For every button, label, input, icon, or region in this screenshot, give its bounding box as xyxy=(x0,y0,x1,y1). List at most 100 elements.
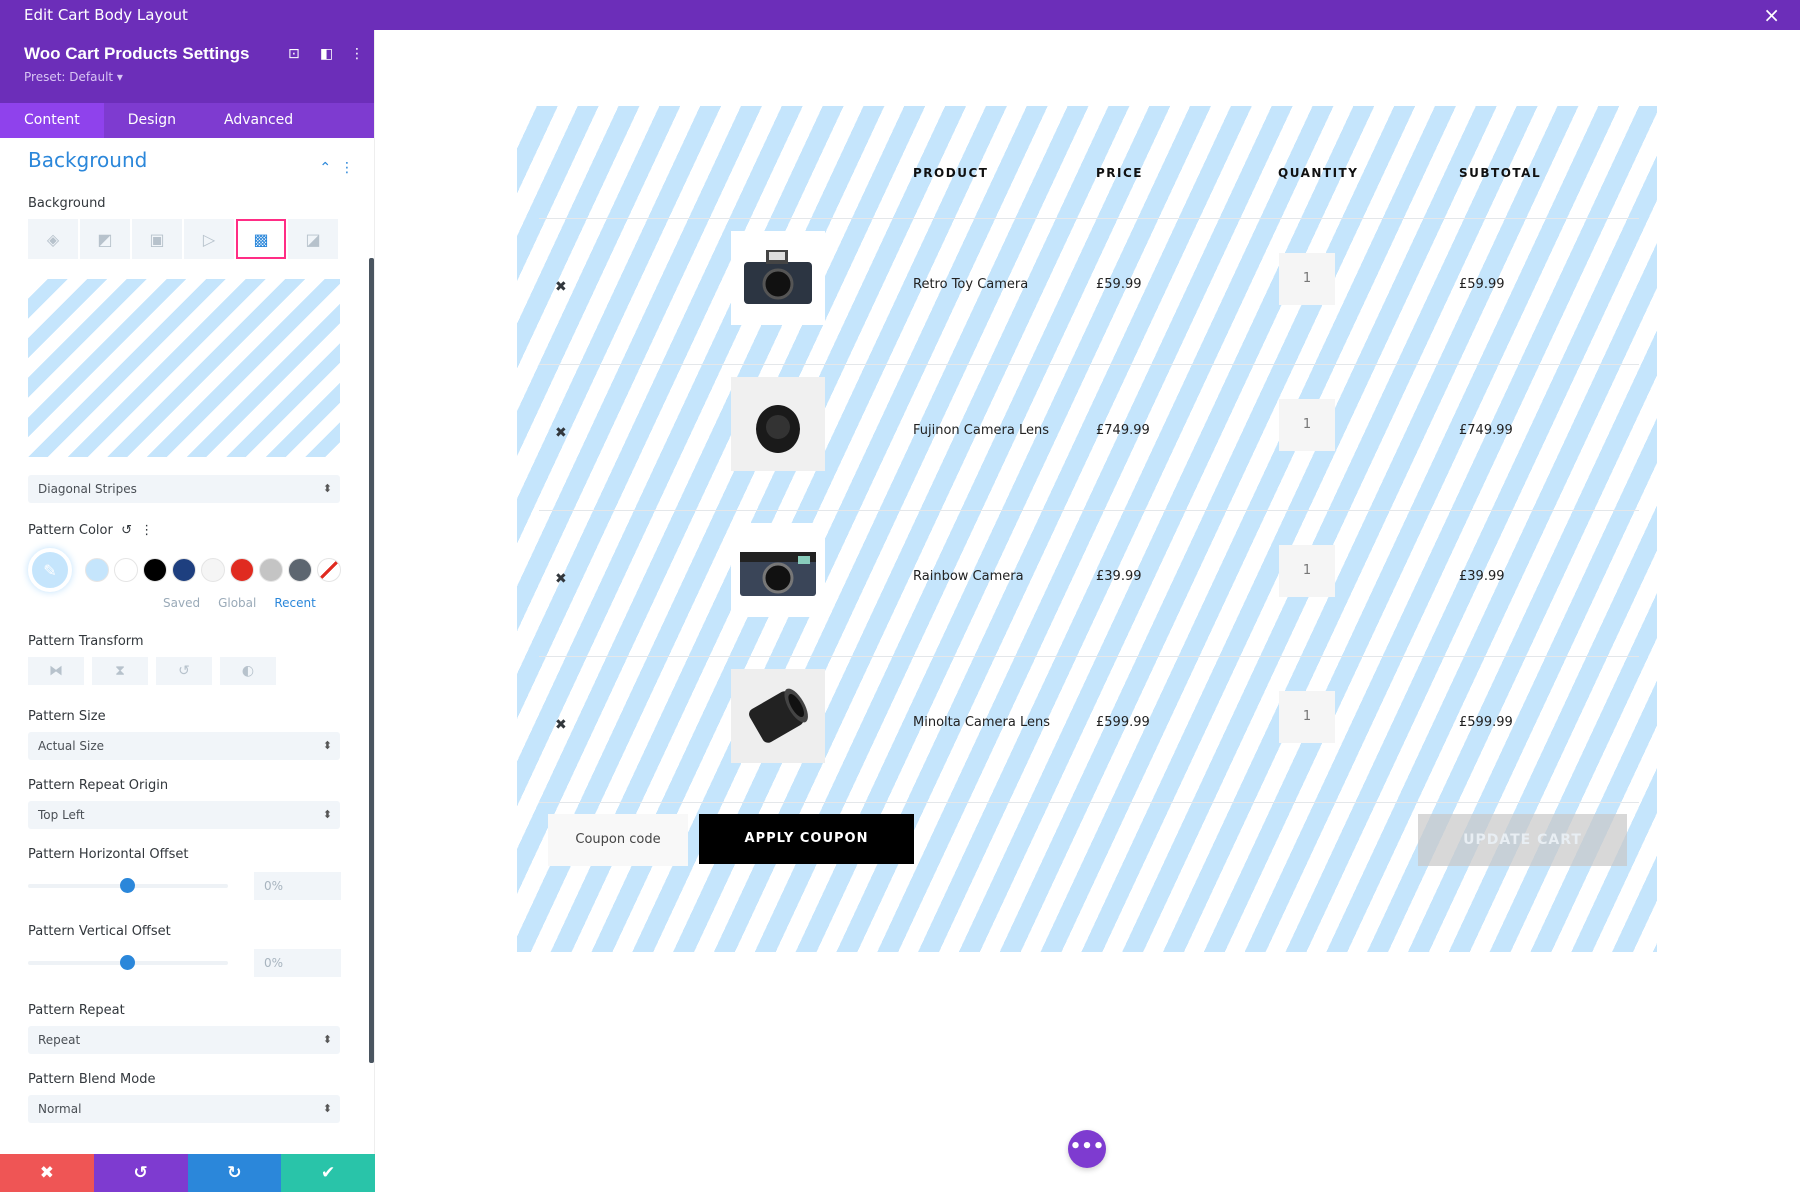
reset-icon[interactable]: ↺ xyxy=(121,523,133,538)
product-subtotal: £749.99 xyxy=(1459,423,1513,438)
blend-label: Pattern Blend Mode xyxy=(28,1072,156,1087)
slider-handle[interactable] xyxy=(120,955,135,970)
quantity-input[interactable]: 1 xyxy=(1279,691,1335,743)
header-quantity: QUANTITY xyxy=(1278,166,1359,180)
product-thumbnail[interactable] xyxy=(731,523,825,617)
pattern-preview xyxy=(28,279,340,457)
header-product: PRODUCT xyxy=(913,166,989,180)
section-toggle-background[interactable]: Background ⌃ ⋮ xyxy=(28,148,354,178)
split-view-icon[interactable]: ◧ xyxy=(320,46,334,62)
background-type-tabs: ◈ ◩ ▣ ▷ ▩ ◪ xyxy=(28,219,346,259)
cart-module: PRODUCT PRICE QUANTITY SUBTOTAL ✖ Retro … xyxy=(517,106,1657,952)
collapse-chevron-icon[interactable]: ⌃ ⋮ xyxy=(319,160,354,176)
pattern-style-select[interactable]: Diagonal Stripes xyxy=(28,475,340,503)
scrollbar[interactable] xyxy=(369,258,374,1063)
v-offset-input[interactable]: 0% xyxy=(254,949,341,977)
h-offset-slider[interactable] xyxy=(28,878,228,893)
pattern-icon[interactable]: ▩ xyxy=(236,219,286,259)
no-color-swatch[interactable] xyxy=(317,558,341,582)
window-title: Edit Cart Body Layout xyxy=(24,6,188,24)
tab-advanced[interactable]: Advanced xyxy=(224,112,294,128)
product-subtotal: £39.99 xyxy=(1459,569,1505,584)
color-swatches: ✎ xyxy=(28,548,346,592)
close-icon[interactable]: × xyxy=(1763,3,1780,27)
color-tabs: Saved Global Recent xyxy=(163,596,346,610)
product-price: £749.99 xyxy=(1096,423,1150,438)
swatch[interactable] xyxy=(85,558,109,582)
swatch[interactable] xyxy=(143,558,167,582)
repeat-select[interactable]: Repeat xyxy=(28,1026,340,1054)
eyedropper-icon[interactable]: ✎ xyxy=(28,548,72,592)
product-thumbnail[interactable] xyxy=(731,231,825,325)
swatch[interactable] xyxy=(172,558,196,582)
product-subtotal: £599.99 xyxy=(1459,715,1513,730)
fullscreen-icon[interactable]: ⊡ xyxy=(288,46,300,62)
transform-buttons: ⧓ ⧗ ↺ ◐ xyxy=(28,657,346,685)
global-tab[interactable]: Global xyxy=(218,596,257,610)
v-offset-slider[interactable] xyxy=(28,955,228,970)
remove-item-icon[interactable]: ✖ xyxy=(555,571,567,587)
remove-item-icon[interactable]: ✖ xyxy=(555,717,567,733)
repeat-label: Pattern Repeat xyxy=(28,1003,125,1018)
flip-horizontal-icon[interactable]: ⧓ xyxy=(28,657,84,685)
swatch[interactable] xyxy=(259,558,283,582)
product-subtotal: £59.99 xyxy=(1459,277,1505,292)
slider-handle[interactable] xyxy=(120,878,135,893)
product-name[interactable]: Rainbow Camera xyxy=(913,569,1024,584)
mask-icon[interactable]: ◪ xyxy=(288,219,338,259)
more-options-icon[interactable]: ⋮ xyxy=(350,46,364,62)
product-thumbnail[interactable] xyxy=(731,377,825,471)
product-name[interactable]: Retro Toy Camera xyxy=(913,277,1029,292)
more-icon[interactable]: ⋮ xyxy=(140,523,154,538)
save-button[interactable]: ✔ xyxy=(281,1154,375,1192)
repeat-origin-select[interactable]: Top Left xyxy=(28,801,340,829)
gradient-icon[interactable]: ◩ xyxy=(80,219,130,259)
panel-header: Woo Cart Products Settings Preset: Defau… xyxy=(0,30,374,103)
preset-dropdown[interactable]: Preset: Default ▾ xyxy=(24,70,123,84)
swatch[interactable] xyxy=(114,558,138,582)
tab-content[interactable]: Content xyxy=(0,103,104,138)
product-name[interactable]: Minolta Camera Lens xyxy=(913,715,1051,730)
image-icon[interactable]: ▣ xyxy=(132,219,182,259)
product-price: £599.99 xyxy=(1096,715,1150,730)
swatch[interactable] xyxy=(288,558,312,582)
header-price: PRICE xyxy=(1096,166,1144,180)
saved-tab[interactable]: Saved xyxy=(163,596,201,610)
video-icon[interactable]: ▷ xyxy=(184,219,234,259)
tab-design[interactable]: Design xyxy=(127,112,177,128)
product-name[interactable]: Fujinon Camera Lens xyxy=(913,423,1049,438)
h-offset-label: Pattern Horizontal Offset xyxy=(28,847,189,862)
h-offset-input[interactable]: 0% xyxy=(254,872,341,900)
repeat-origin-label: Pattern Repeat Origin xyxy=(28,778,169,793)
undo-button[interactable]: ↺ xyxy=(93,1154,188,1192)
remove-item-icon[interactable]: ✖ xyxy=(555,279,567,295)
recent-tab[interactable]: Recent xyxy=(274,596,316,610)
apply-coupon-button[interactable]: APPLY COUPON xyxy=(699,814,914,864)
coupon-input[interactable]: Coupon code xyxy=(548,814,688,866)
quantity-input[interactable]: 1 xyxy=(1279,399,1335,451)
product-price: £59.99 xyxy=(1096,277,1142,292)
rotate-icon[interactable]: ↺ xyxy=(156,657,212,685)
quantity-input[interactable]: 1 xyxy=(1279,545,1335,597)
panel-footer: ✖ ↺ ↻ ✔ xyxy=(0,1154,375,1192)
product-thumbnail[interactable] xyxy=(731,669,825,763)
header-subtotal: SUBTOTAL xyxy=(1459,166,1542,180)
pattern-size-label: Pattern Size xyxy=(28,709,106,724)
update-cart-button[interactable]: UPDATE CART xyxy=(1418,814,1627,866)
panel-tabs: Content Design Advanced xyxy=(0,103,374,138)
blend-select[interactable]: Normal xyxy=(28,1095,340,1123)
redo-button[interactable]: ↻ xyxy=(187,1154,282,1192)
discard-button[interactable]: ✖ xyxy=(0,1154,94,1192)
flip-vertical-icon[interactable]: ⧗ xyxy=(92,657,148,685)
table-row: ✖ Minolta Camera Lens £599.99 1 £599.99 xyxy=(539,656,1639,802)
product-price: £39.99 xyxy=(1096,569,1142,584)
more-actions-button[interactable]: ••• xyxy=(1068,1130,1106,1168)
color-fill-icon[interactable]: ◈ xyxy=(28,219,78,259)
remove-item-icon[interactable]: ✖ xyxy=(555,425,567,441)
swatch[interactable] xyxy=(201,558,225,582)
invert-icon[interactable]: ◐ xyxy=(220,657,276,685)
pattern-size-select[interactable]: Actual Size xyxy=(28,732,340,760)
swatch[interactable] xyxy=(230,558,254,582)
panel-title: Woo Cart Products Settings xyxy=(24,44,250,63)
quantity-input[interactable]: 1 xyxy=(1279,253,1335,305)
